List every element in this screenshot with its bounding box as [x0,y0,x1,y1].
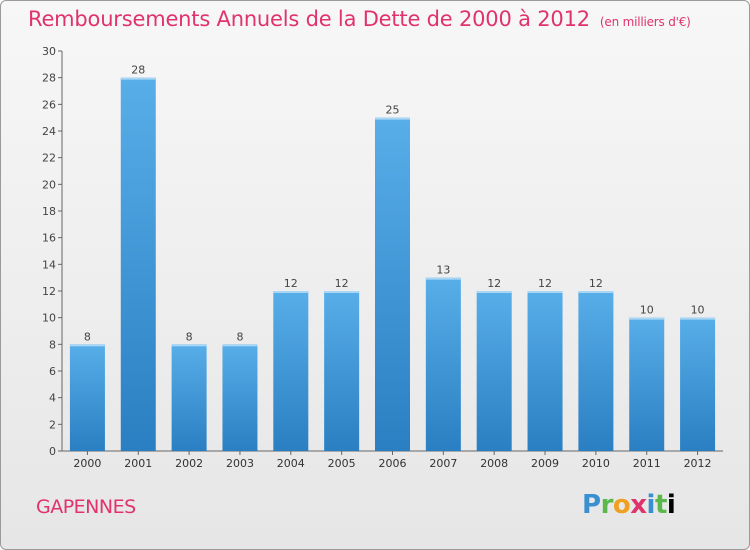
y-tick-label: 16 [42,232,56,245]
data-label: 28 [131,64,145,77]
data-label: 8 [186,330,193,343]
data-label: 8 [236,330,243,343]
x-tick-label: 2011 [633,457,661,470]
proxiti-logo: Proxiti [582,490,676,520]
bar [629,317,665,451]
bar-highlight [629,317,665,320]
x-tick-label: 2007 [429,457,457,470]
data-label: 10 [640,304,654,317]
bar [476,291,512,451]
bar [273,291,309,451]
y-tick-label: 6 [49,365,56,378]
y-tick-label: 10 [42,312,56,325]
chart-title: Remboursements Annuels de la Dette de 20… [28,7,691,31]
bar-highlight [680,317,716,320]
bar [69,344,105,451]
x-tick-label: 2010 [582,457,610,470]
y-tick-label: 22 [42,152,56,165]
y-tick-label: 8 [49,338,56,351]
data-labels: 8 28 8 8 12 12 25 13 12 12 12 10 10 [84,64,705,344]
x-tick-label: 2009 [531,457,559,470]
x-tick-label: 2006 [379,457,407,470]
data-label: 25 [386,104,400,117]
bar-highlight [324,291,360,293]
bar-highlight [425,277,461,280]
bar-highlight [476,291,512,293]
bar [171,344,207,451]
bars [69,77,716,452]
data-label: 12 [487,277,501,290]
bar-highlight [578,291,614,293]
y-tick-label: 0 [49,445,56,458]
x-tick-label: 2005 [328,457,356,470]
data-label: 12 [538,277,552,290]
data-label: 13 [436,264,450,277]
y-tick-label: 2 [49,418,56,431]
bar [120,77,156,452]
data-label: 8 [84,330,91,343]
y-tick-label: 20 [42,178,56,191]
x-tick-label: 2003 [226,457,254,470]
bar-highlight [69,344,105,347]
x-tick-label: 2004 [277,457,305,470]
y-tick-label: 26 [42,98,56,111]
bar-highlight [120,77,156,80]
x-tick-label: 2008 [480,457,508,470]
data-label: 12 [284,277,298,290]
bar [425,277,461,451]
y-tick-label: 4 [49,392,56,405]
bar-highlight [527,291,563,293]
y-tick-label: 18 [42,205,56,218]
data-label: 10 [691,304,705,317]
bar [375,117,410,452]
data-label: 12 [335,277,349,290]
y-tick-label: 14 [42,258,56,271]
x-tick-label: 2002 [175,457,203,470]
bar [680,317,716,451]
bar [527,291,563,451]
y-tick-label: 30 [42,45,56,58]
bar-highlight [375,117,410,120]
bar [578,291,614,451]
y-tick-label: 12 [42,285,56,298]
chart-unit: (en milliers d'€) [599,15,691,29]
x-tick-label: 2000 [73,457,101,470]
bar-highlight [273,291,309,293]
chart-title-text: Remboursements Annuels de la Dette de 20… [28,7,590,31]
bar-highlight [171,344,207,347]
x-tick-label: 2012 [684,457,712,470]
data-label: 12 [589,277,603,290]
bar-highlight [222,344,258,347]
y-tick-label: 24 [42,125,56,138]
commune-name: GAPENNES [36,496,136,518]
bar [222,344,258,451]
y-tick-label: 28 [42,72,56,85]
x-tick-label: 2001 [124,457,152,470]
bar [324,291,360,451]
